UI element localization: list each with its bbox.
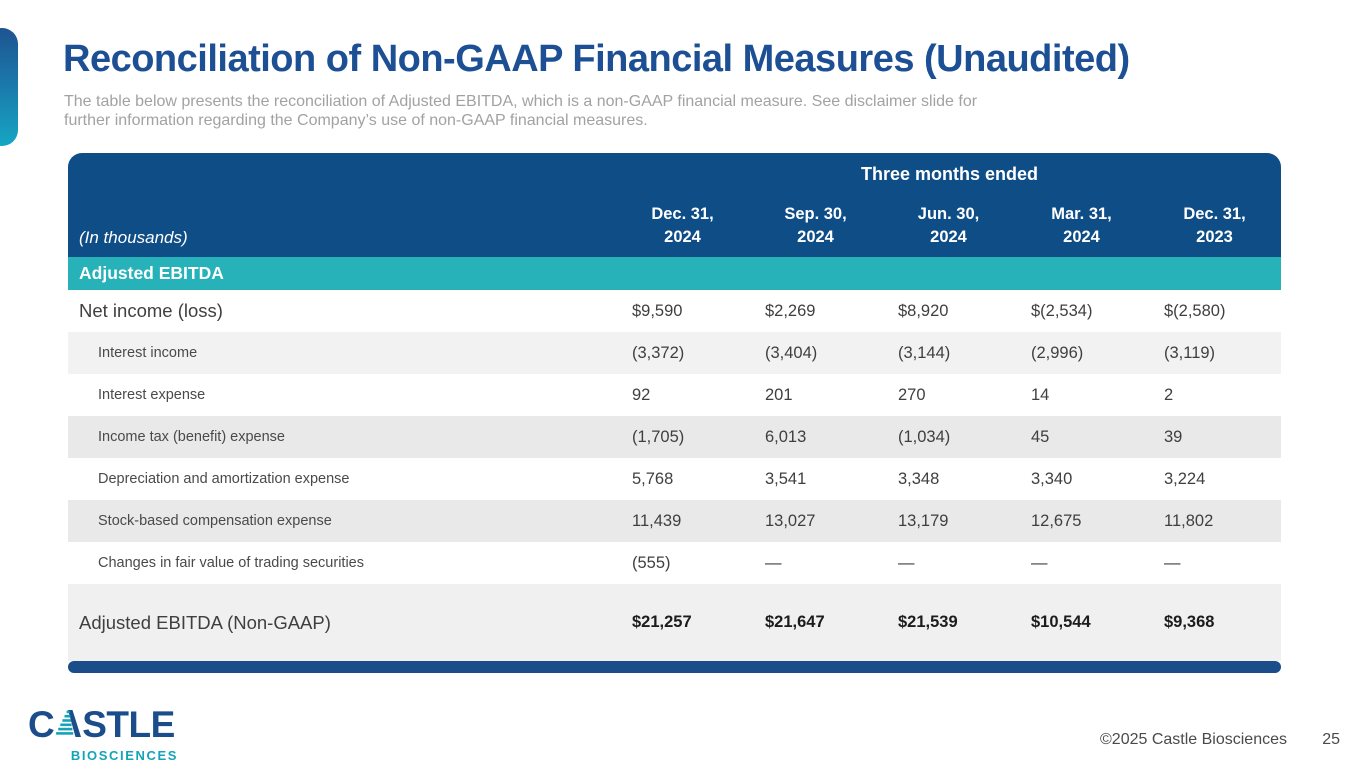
left-accent-bar (0, 28, 18, 146)
total-row: Adjusted EBITDA (Non-GAAP) $21,257 $21,64… (68, 584, 1281, 661)
total-cell: $9,368 (1164, 613, 1215, 631)
page-title: Reconciliation of Non-GAAP Financial Mea… (63, 38, 1130, 80)
table-cell: — (1031, 553, 1048, 572)
table-cell: 11,802 (1164, 511, 1214, 530)
span-header: Three months ended (860, 164, 1039, 184)
table-cell: 13,179 (898, 511, 949, 530)
table-row: Stock-based compensation expense 11,439 13… (68, 500, 1281, 542)
total-row-label: Adjusted EBITDA (Non-GAAP) (79, 611, 331, 633)
table-body: Net income (loss) $9,590 $2,269 $8,920 $(2,5… (68, 290, 1281, 584)
page-subtitle-line1: The table below presents the reconciliat… (64, 93, 978, 110)
table-cell: (1,034) (898, 427, 951, 446)
table-cell: (3,372) (632, 343, 685, 362)
column-header: Mar. 31, 2024 (1051, 205, 1112, 246)
column-header: Dec. 31, 2023 (1183, 205, 1246, 246)
logo-letter-c: C (28, 704, 55, 745)
table-cell: (555) (632, 553, 671, 572)
page-subtitle-line2: further information regarding the Compan… (64, 112, 648, 130)
table-cell: 3,541 (765, 469, 807, 488)
table-cell: 14 (1031, 385, 1050, 404)
table-cell: 2 (1164, 385, 1174, 404)
table-row: Interest expense 92 201 270 14 2 (68, 374, 1281, 416)
table-cell: (3,119) (1164, 343, 1216, 362)
table-cell: 13,027 (765, 511, 816, 530)
column-header: Jun. 30, 2024 (917, 205, 980, 246)
table-cell: 92 (632, 385, 651, 404)
logo-subtext: BIOSCIENCES (70, 748, 178, 763)
table-row: Interest income (3,372) (3,404) (3,144) (2,9… (68, 332, 1281, 374)
logo-wordmark: C STLE (28, 704, 178, 746)
reconciliation-table: Three months ended (In thousands) Dec. 3… (68, 153, 1281, 673)
column-header: Sep. 30, 2024 (784, 205, 847, 246)
table-cell: $9,590 (632, 301, 683, 320)
table-row: Income tax (benefit) expense (1,705) 6,013… (68, 416, 1281, 458)
page-subtitle: The table below presents the reconciliat… (64, 92, 977, 130)
table-cell: — (1164, 553, 1181, 572)
units-label: (In thousands) (79, 228, 188, 247)
table-cell: — (898, 553, 915, 572)
table-cell: — (765, 553, 782, 572)
table-cell: $(2,534) (1031, 301, 1093, 320)
table-cell: 3,348 (898, 469, 940, 488)
row-label: Net income (loss) (79, 300, 223, 321)
castle-biosciences-logo: C STLE BIOSCIENCES (28, 704, 178, 763)
table-cell: 45 (1031, 427, 1050, 446)
page-number: 25 (1322, 731, 1340, 748)
row-label: Interest income (98, 345, 198, 361)
table-cell: $(2,580) (1164, 301, 1226, 320)
table-bottom-bar (68, 661, 1281, 673)
row-label: Depreciation and amortization expense (98, 471, 350, 487)
table-row: Net income (loss) $9,590 $2,269 $8,920 $(2,5… (68, 290, 1281, 332)
column-header: Dec. 31, 2024 (651, 205, 714, 246)
table-cell: 201 (765, 385, 793, 404)
table-cell: (1,705) (632, 427, 685, 446)
table-cell: $8,920 (898, 301, 949, 320)
row-label: Interest expense (98, 387, 206, 403)
total-cell: $21,257 (632, 613, 692, 631)
total-cell: $21,539 (898, 613, 958, 631)
column-header-row: (In thousands) Dec. 31, 2024 Sep. 30, 2024 J… (68, 203, 1281, 257)
table-cell: 39 (1164, 427, 1183, 446)
table-cell: (3,144) (898, 343, 951, 362)
table-cell: (2,996) (1031, 343, 1084, 362)
table-cell: 3,224 (1164, 469, 1206, 488)
total-cell: $10,544 (1031, 613, 1091, 631)
total-cell: $21,647 (765, 613, 825, 631)
table-cell: 5,768 (632, 469, 674, 488)
row-label: Income tax (benefit) expense (98, 429, 285, 445)
table-cell: 11,439 (632, 511, 682, 530)
table-cell: 6,013 (765, 427, 807, 446)
row-label: Changes in fair value of trading securit… (98, 555, 364, 571)
table-cell: 270 (898, 385, 926, 404)
table-row: Depreciation and amortization expense 5,7… (68, 458, 1281, 500)
table-cell: 3,340 (1031, 469, 1073, 488)
table-cell: 12,675 (1031, 511, 1082, 530)
table-header: Three months ended (In thousands) Dec. 3… (68, 153, 1281, 257)
table-cell: $2,269 (765, 301, 816, 320)
logo-striped-a-icon (56, 710, 82, 737)
table-cell: (3,404) (765, 343, 818, 362)
section-header: Adjusted EBITDA (68, 257, 1281, 290)
logo-letters-stle: STLE (82, 704, 175, 745)
table-row: Changes in fair value of trading securit… (68, 542, 1281, 584)
copyright-text: ©2025 Castle Biosciences (1100, 731, 1287, 748)
row-label: Stock-based compensation expense (98, 513, 332, 529)
